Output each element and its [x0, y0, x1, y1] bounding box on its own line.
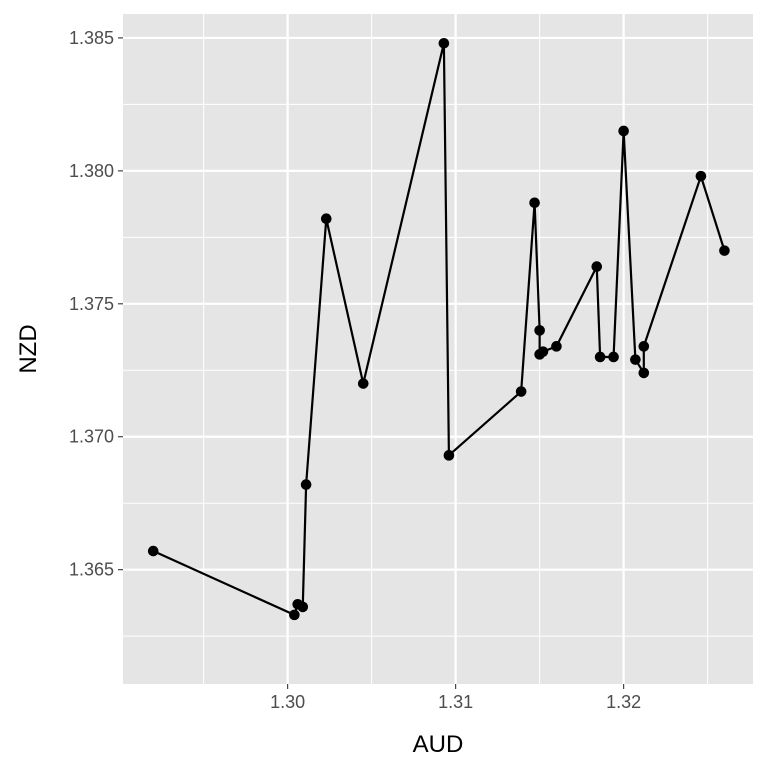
data-point — [608, 351, 619, 363]
x-tick-label: 1.31 — [438, 692, 473, 712]
data-point — [638, 367, 650, 379]
data-point — [147, 545, 159, 557]
data-point — [594, 351, 606, 363]
y-tick-label: 1.380 — [69, 161, 114, 181]
y-axis-title: NZD — [15, 324, 42, 373]
data-point — [695, 170, 707, 182]
y-tick-label: 1.365 — [69, 560, 114, 580]
panel-background — [123, 14, 753, 684]
data-point — [320, 213, 332, 225]
data-point — [618, 125, 629, 137]
data-point — [443, 450, 455, 461]
grid-major — [123, 14, 753, 684]
data-point — [719, 245, 730, 256]
x-tick-label: 1.32 — [606, 692, 641, 712]
data-point — [297, 601, 309, 613]
data-point — [289, 609, 300, 621]
data-point — [551, 341, 562, 352]
data-point — [638, 341, 650, 352]
y-tick-label: 1.375 — [69, 294, 114, 314]
grid-minor — [123, 14, 753, 684]
y-tick-label: 1.370 — [69, 427, 114, 447]
data-point — [300, 479, 312, 490]
data-point — [529, 197, 540, 209]
axis-ticks: 1.30 1.31 1.32 1.365 1.370 1.375 1.380 1.385 — [69, 28, 641, 712]
data-point — [438, 37, 450, 49]
data-point — [515, 386, 527, 397]
data-point — [537, 346, 549, 357]
series-layer — [147, 37, 730, 621]
y-tick-label: 1.385 — [69, 28, 114, 48]
data-point — [630, 354, 641, 365]
x-axis-title: AUD — [413, 731, 464, 758]
data-point — [534, 325, 545, 336]
x-tick-label: 1.30 — [270, 692, 305, 712]
data-point — [357, 378, 369, 389]
data-point — [591, 261, 603, 272]
